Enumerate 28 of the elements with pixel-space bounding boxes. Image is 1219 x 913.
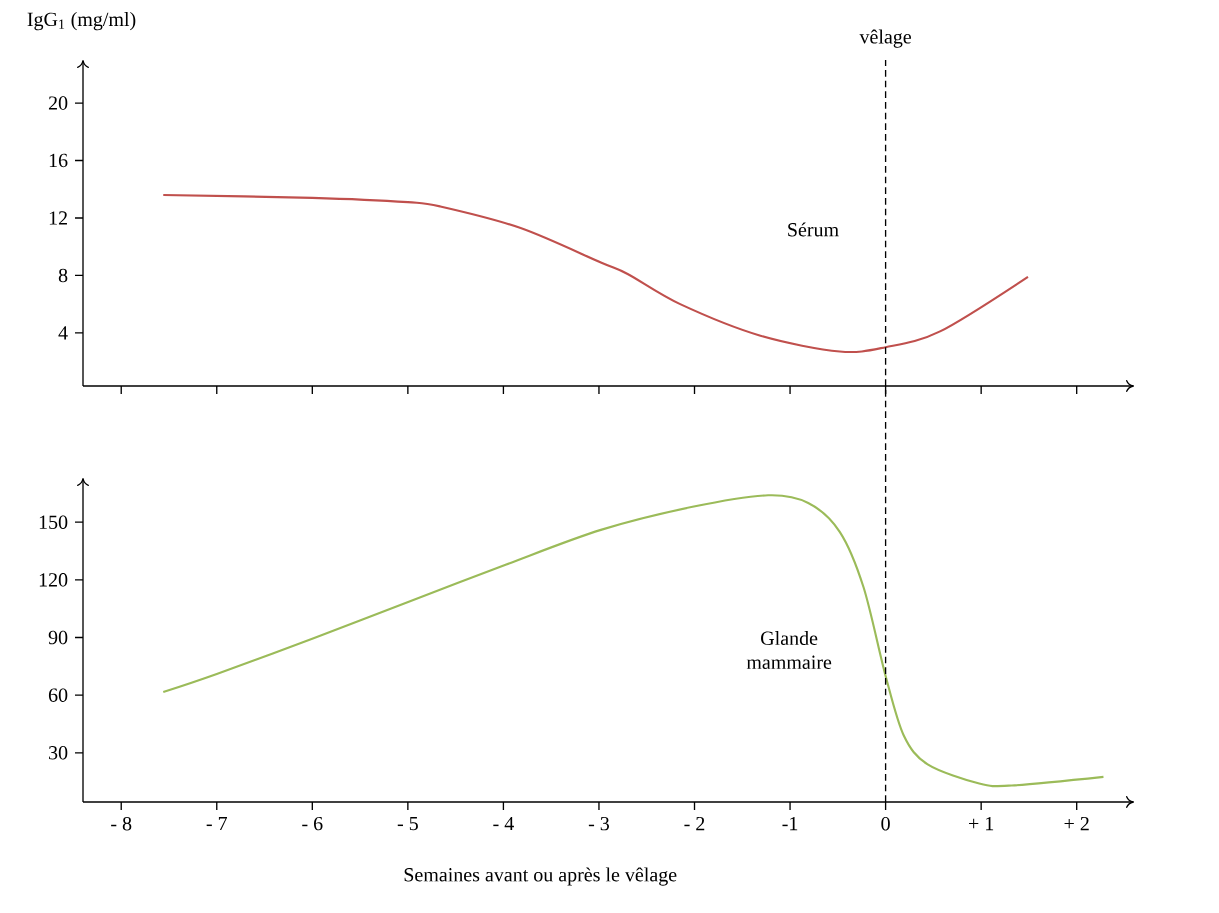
y-axis-title: IgG$_{1}$ (mg/ml): [27, 12, 136, 31]
x-tick-label: - 3: [588, 816, 610, 831]
x-tick-label: 0: [881, 816, 890, 831]
y-tick-label: 16: [49, 153, 68, 168]
y-tick-label: 150: [39, 515, 68, 529]
annotation: Glande mammaire: [746, 630, 832, 670]
y-tick-label: 4: [58, 326, 68, 340]
ref-line-label: vêlage: [859, 29, 912, 48]
line-series: [162, 494, 1105, 788]
x-tick-label: - 2: [684, 816, 705, 831]
x-tick-label: - 5: [397, 816, 418, 831]
x-tick-label: + 2: [1064, 816, 1089, 831]
x-tick-label: - 7: [206, 816, 228, 831]
annotation: Sérum: [788, 222, 839, 237]
x-tick-label: -1: [782, 816, 798, 831]
y-tick-label: 8: [58, 268, 68, 283]
y-tick-label: 30: [49, 746, 68, 760]
line-series: [162, 193, 1030, 354]
y-tick-label: 12: [49, 211, 67, 225]
y-tick-label: 60: [48, 688, 68, 702]
y-tick-label: 120: [39, 573, 68, 587]
y-tick-label: 90: [48, 630, 68, 645]
x-tick-label: - 4: [493, 816, 514, 831]
x-axis-title: Semaines avant ou après le vêlage: [404, 867, 677, 886]
y-tick-label: 20: [48, 96, 68, 110]
x-tick-label: - 6: [302, 816, 323, 831]
x-tick-label: - 8: [111, 816, 132, 831]
x-tick-label: + 1: [969, 816, 994, 831]
